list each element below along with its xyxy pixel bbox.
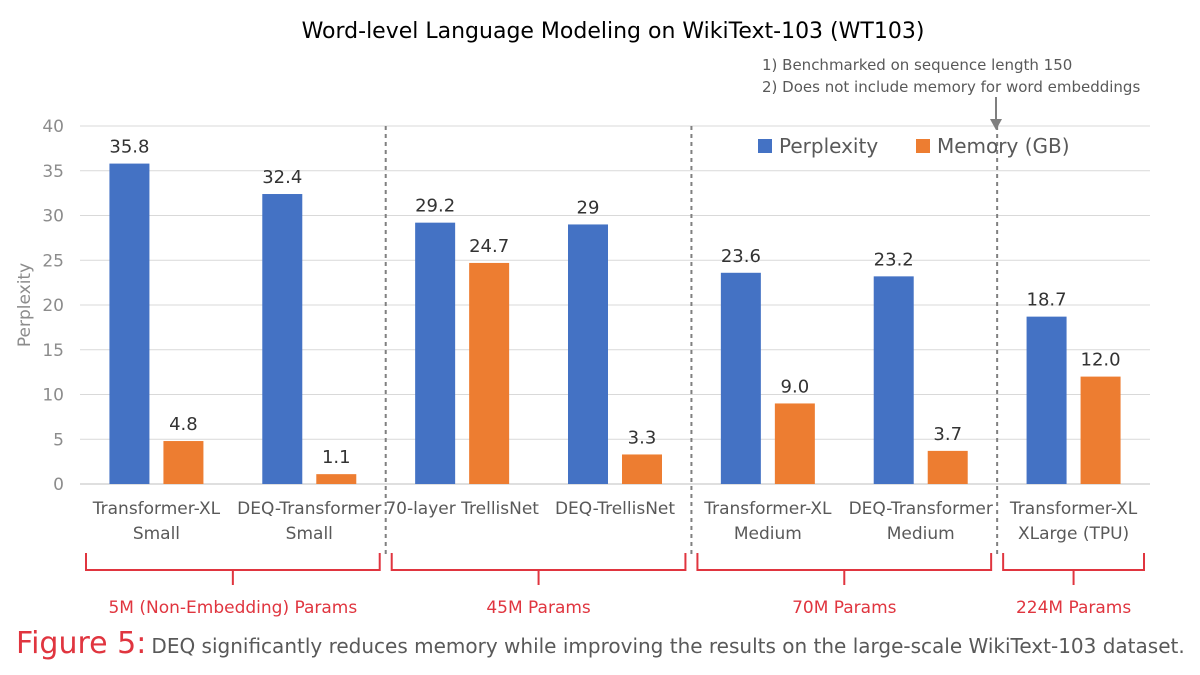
legend-label: Memory (GB): [937, 134, 1070, 158]
data-label: 24.7: [469, 236, 509, 257]
x-tick-label: Transformer-XL: [92, 499, 221, 519]
data-label: 4.8: [169, 414, 198, 435]
bar-memory-gb: [316, 474, 357, 484]
x-tick-label: 70-layer TrellisNet: [385, 499, 539, 519]
data-label: 12.0: [1081, 350, 1121, 371]
figure-caption: Figure 5: DEQ significantly reduces memo…: [16, 626, 1185, 661]
y-tick-label: 10: [42, 386, 64, 406]
data-label: 29: [577, 197, 600, 218]
x-tick-label: Transformer-XL: [1009, 499, 1138, 519]
y-tick-label: 25: [42, 251, 64, 271]
y-tick-label: 35: [42, 162, 64, 182]
x-tick-label: XLarge (TPU): [1018, 524, 1129, 544]
y-tick-label: 40: [42, 117, 64, 137]
legend-swatch: [758, 139, 772, 153]
figure-label: Figure 5:: [16, 626, 147, 661]
data-label: 1.1: [322, 447, 351, 468]
x-tick-label: Medium: [734, 524, 802, 544]
bar-memory-gb: [927, 450, 968, 484]
y-tick-label: 15: [42, 341, 64, 361]
x-tick-label: Medium: [887, 524, 955, 544]
y-tick-label: 5: [53, 430, 64, 450]
x-tick-label: Small: [286, 524, 333, 544]
group-label: 45M Params: [486, 598, 591, 618]
bar-perplexity: [109, 163, 150, 484]
group-label: 5M (Non-Embedding) Params: [108, 598, 357, 618]
bar-perplexity: [1026, 316, 1067, 484]
legend-swatch: [916, 139, 930, 153]
note-text: 2) Does not include memory for word embe…: [762, 78, 1140, 96]
bar-memory-gb: [469, 262, 510, 484]
bar-perplexity: [720, 272, 761, 484]
data-label: 3.7: [933, 424, 962, 445]
x-tick-label: DEQ-TrellisNet: [555, 499, 675, 519]
bar-memory-gb: [622, 454, 662, 484]
group-bracket: [390, 553, 687, 585]
group-label: 224M Params: [1016, 598, 1131, 618]
bar-perplexity: [568, 224, 608, 484]
data-label: 32.4: [262, 167, 302, 188]
y-axis-label: Perplexity: [15, 263, 35, 347]
bar-perplexity: [873, 276, 914, 484]
data-label: 23.2: [874, 249, 914, 270]
bar-perplexity: [262, 194, 303, 484]
data-label: 35.8: [109, 137, 149, 158]
chart: Word-level Language Modeling on WikiText…: [15, 19, 1150, 618]
data-label: 3.3: [628, 427, 657, 448]
group-bracket: [696, 553, 993, 585]
group-label: 70M Params: [792, 598, 897, 618]
data-label: 23.6: [721, 246, 761, 267]
caption-text: DEQ significantly reduces memory while i…: [151, 634, 1185, 658]
x-tick-label: Small: [133, 524, 180, 544]
x-tick-label: DEQ-Transformer: [237, 499, 381, 519]
x-tick-label: Transformer-XL: [703, 499, 832, 519]
bar-memory-gb: [1080, 376, 1121, 484]
bar-memory-gb: [163, 441, 204, 484]
note-text: 1) Benchmarked on sequence length 150: [762, 56, 1072, 74]
group-bracket: [85, 553, 381, 585]
data-label: 18.7: [1027, 290, 1067, 311]
x-tick-label: DEQ-Transformer: [849, 499, 993, 519]
y-tick-label: 30: [42, 207, 64, 227]
group-bracket: [1002, 553, 1145, 585]
data-label: 9.0: [781, 376, 810, 397]
data-label: 29.2: [415, 196, 455, 217]
legend-label: Perplexity: [779, 134, 878, 158]
note-arrow-head: [990, 119, 1002, 130]
y-tick-label: 20: [42, 296, 64, 316]
bar-memory-gb: [774, 403, 815, 484]
chart-title: Word-level Language Modeling on WikiText…: [302, 19, 925, 44]
y-tick-label: 0: [53, 475, 64, 495]
bar-perplexity: [415, 222, 456, 484]
